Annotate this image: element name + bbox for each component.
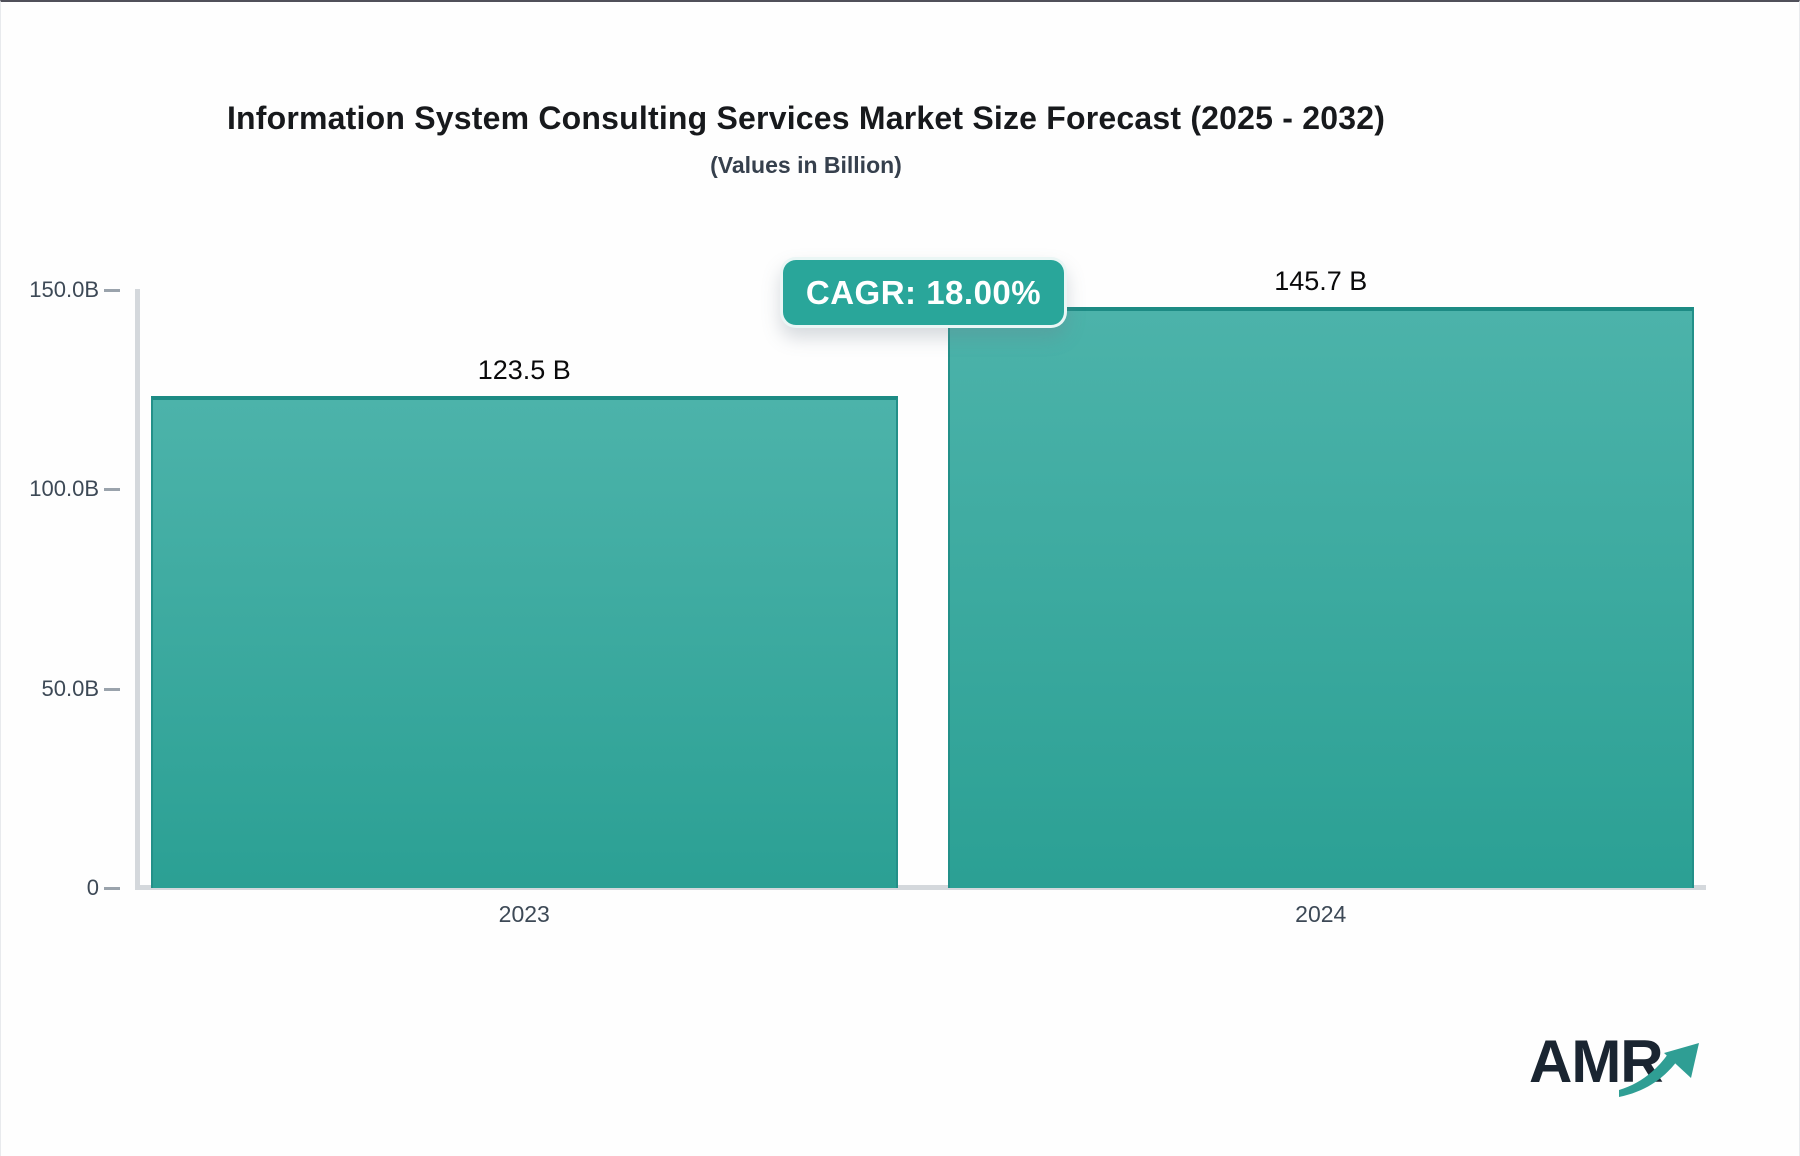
y-axis-tick-mark	[104, 687, 120, 691]
bar	[151, 395, 898, 888]
bar	[947, 307, 1694, 888]
plot-area: 123.5 B 145.7 B	[151, 266, 1694, 888]
chart-subtitle: (Values in Billion)	[710, 152, 902, 178]
cagr-badge-label: CAGR: 18.00%	[805, 273, 1042, 311]
x-axis-category-label: 2023	[498, 901, 550, 927]
x-axis-labels: 2023 2024	[151, 901, 1694, 928]
x-axis-line	[135, 885, 1706, 890]
chart-title: Information System Consulting Services M…	[226, 100, 1386, 136]
bar-value-label: 145.7 B	[1274, 266, 1368, 297]
y-axis-tick-label: 100.0B	[29, 476, 99, 502]
y-axis-line	[135, 289, 140, 890]
cagr-badge: CAGR: 18.00%	[780, 257, 1067, 328]
y-axis-tick-label: 50.0B	[41, 675, 100, 701]
y-axis-tick-mark	[104, 887, 120, 890]
y-axis-tick-mark	[104, 289, 120, 292]
y-axis-tick-label: 150.0B	[29, 277, 99, 302]
bar-value-label: 123.5 B	[477, 354, 571, 385]
bar-group: 145.7 B	[947, 266, 1694, 888]
amr-logo: AMR	[1529, 1032, 1714, 1112]
trend-up-arrow-icon	[1619, 1043, 1699, 1097]
x-axis-category-label: 2024	[1295, 901, 1347, 927]
y-axis-tick-mark	[104, 488, 120, 492]
bar-group: 123.5 B	[151, 290, 898, 888]
y-axis-tick-label: 0	[86, 875, 99, 900]
